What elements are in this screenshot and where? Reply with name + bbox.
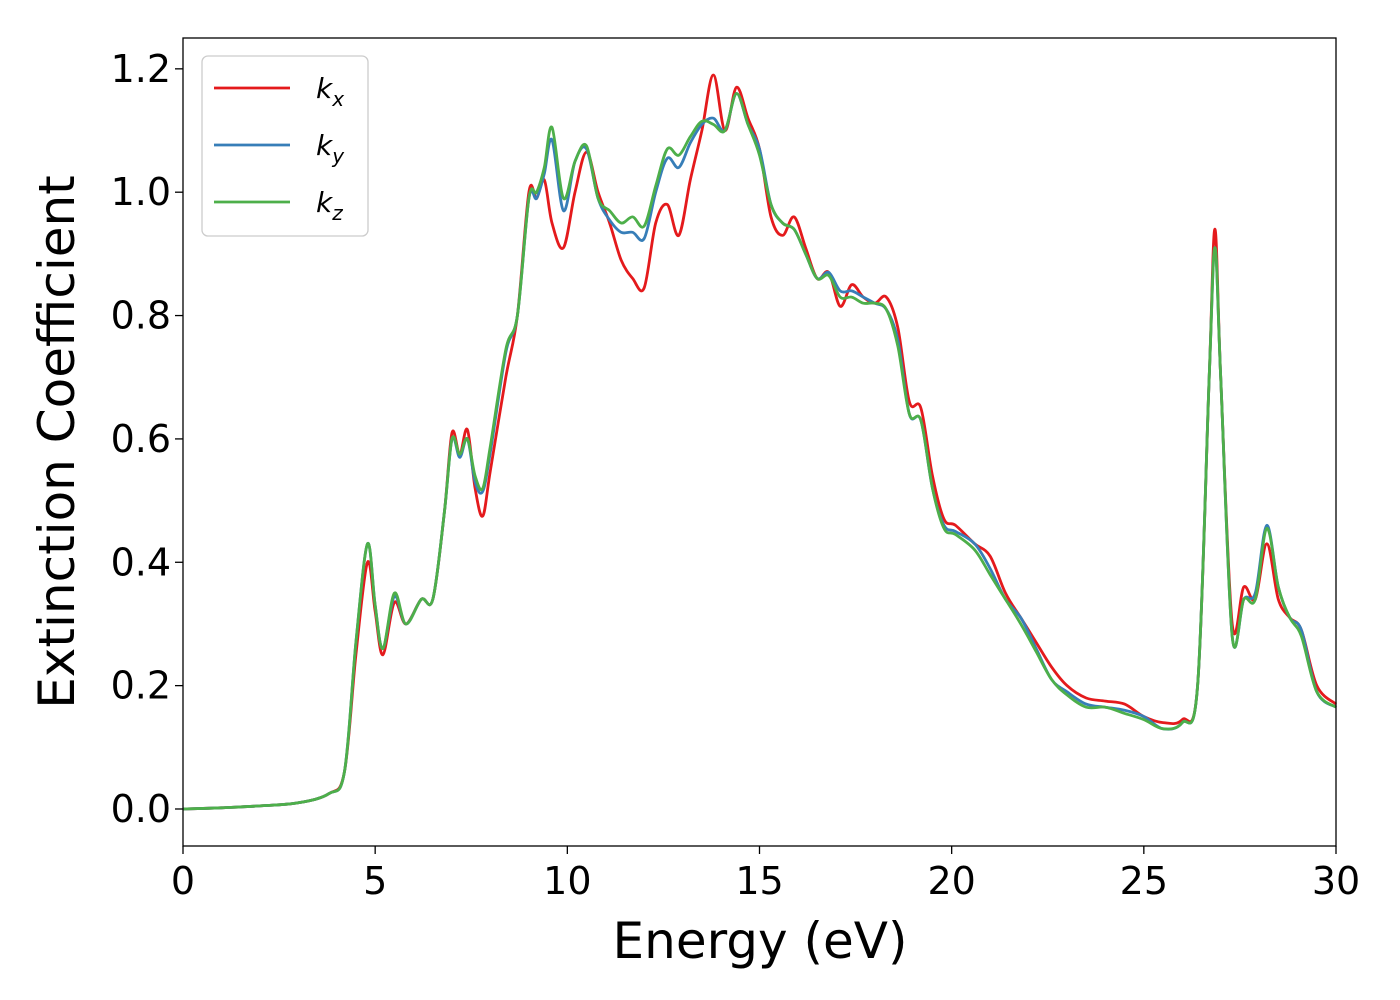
y-tick-label: 0.8 [111, 294, 171, 338]
x-tick-label: 10 [543, 859, 591, 903]
x-tick-label: 15 [735, 859, 783, 903]
x-tick-label: 25 [1120, 859, 1168, 903]
x-tick-label: 30 [1312, 859, 1360, 903]
y-tick-label: 1.0 [111, 170, 171, 214]
y-axis-label: Extinction Coefficient [28, 175, 86, 709]
y-tick-label: 0.2 [111, 664, 171, 708]
y-tick-label: 0.6 [111, 417, 171, 461]
x-axis: 0 5 10 15 20 25 30 [171, 846, 1360, 903]
y-tick-label: 0.0 [111, 787, 171, 831]
x-tick-label: 20 [927, 859, 975, 903]
x-axis-label: Energy (eV) [613, 912, 908, 970]
y-tick-label: 0.4 [111, 540, 171, 584]
series-line-k-z [182, 92, 1337, 811]
x-tick-label: 5 [363, 859, 387, 903]
x-tick-label: 0 [171, 859, 195, 903]
series-layer [182, 73, 1337, 811]
plot-area [183, 38, 1336, 846]
y-tick-label: 1.2 [111, 47, 171, 91]
y-axis: 0.0 0.2 0.4 0.6 0.8 1.0 1.2 [111, 47, 183, 831]
